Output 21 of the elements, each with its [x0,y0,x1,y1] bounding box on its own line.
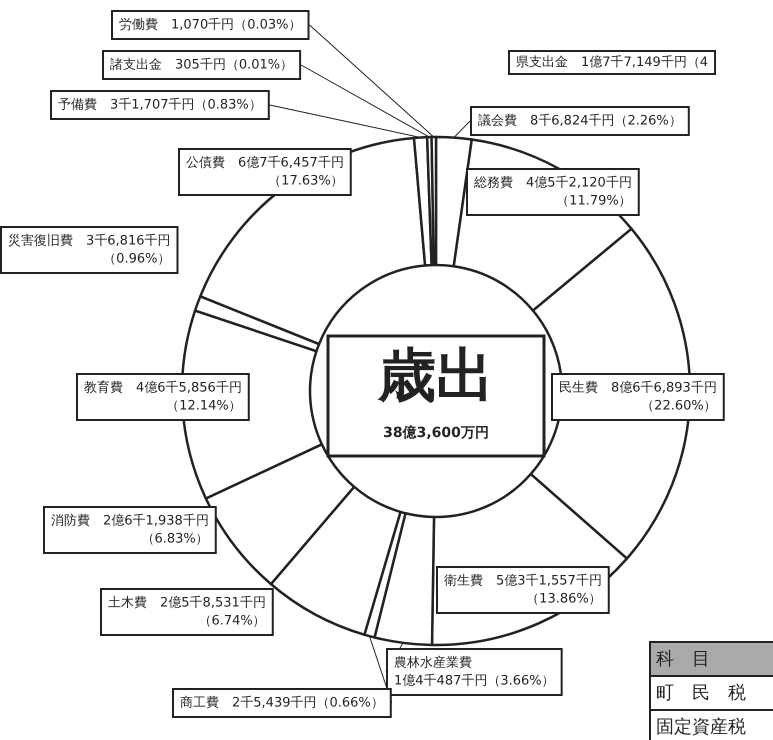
text: 科 目 [656,648,710,670]
slice-label: 諸支出金 305千円（0.01%） [110,58,294,72]
text: 歳出 [377,341,494,409]
text: 町 民 税 [656,682,746,704]
text: 38億3,600万円 [383,424,489,441]
slice-label: 消防費 2億6千1,938千円（6.83%） [51,514,209,546]
slice-label: 公債費 6億7千6,457千円（17.63%） [186,156,344,188]
slice-label: 衛生費 5億3千1,557千円（13.86%） [444,574,602,606]
slice-label: 民生費 8億6千6,893千円（22.60%） [559,380,717,414]
text: 県支出金 1億7千7,149千円（4 [516,55,708,70]
slice-label: 商工費 2千5,439千円（0.66%） [180,696,384,710]
slice-label: 農林水産業費 [394,654,472,670]
data-label: 1億4千487千円（3.66%） [394,674,555,688]
slice-label: 教育費 4億6千5,856千円（12.14%） [84,380,242,414]
slice-label: 労働費 1,070千円（0.03%） [119,18,302,32]
slice-label: 議会費 8千6,824千円（2.26%） [478,114,682,128]
slice-label: 土木費 2億5千8,531千円（6.74%） [108,596,266,628]
slice-label: 総務費 4億5千2,120千円（11.79%） [473,176,632,208]
slice-label: 予備費 3千1,707千円（0.83%） [58,98,262,112]
text: 固定資産税 [656,716,746,738]
slice-label: 災害復旧費 3千6,816千円（0.96%） [8,232,170,266]
